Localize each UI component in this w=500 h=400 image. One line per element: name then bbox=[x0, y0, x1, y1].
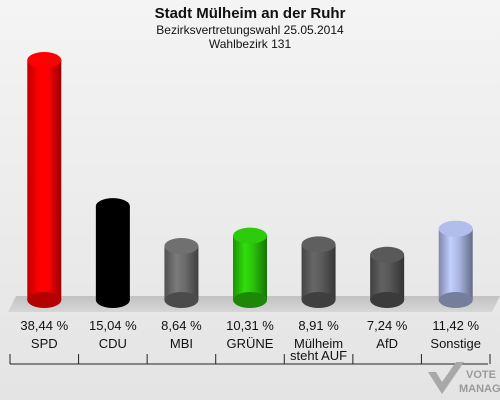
vote-manager-logo: VOTE MANAGER bbox=[428, 362, 500, 395]
bar-spd bbox=[27, 52, 62, 308]
bar-cdu bbox=[95, 198, 130, 308]
value-label: 8,64 % bbox=[161, 318, 202, 333]
category-label: MBI bbox=[170, 336, 193, 351]
bar-sonstige bbox=[438, 220, 473, 308]
value-label: 15,04 % bbox=[89, 318, 137, 333]
bars-group bbox=[27, 52, 473, 308]
value-label: 10,31 % bbox=[226, 318, 274, 333]
category-label: GRÜNE bbox=[227, 336, 274, 351]
category-label: steht AUF bbox=[290, 348, 347, 363]
category-label: SPD bbox=[31, 336, 58, 351]
value-label: 7,24 % bbox=[367, 318, 408, 333]
value-label: 38,44 % bbox=[20, 318, 68, 333]
category-label: CDU bbox=[99, 336, 127, 351]
labels-group: 38,44 % SPD 15,04 % CDU 8,64 % MBI 10,31 % GRÜN… bbox=[20, 318, 481, 363]
bar-grüne bbox=[233, 227, 267, 308]
bar-afd bbox=[370, 246, 405, 308]
value-label: 11,42 % bbox=[432, 318, 479, 333]
logo-text-manager: MANAGER bbox=[459, 383, 500, 395]
category-axis bbox=[9, 354, 491, 365]
category-label: Mülheim bbox=[294, 336, 343, 351]
chart-subtitle-line-1: Bezirksvertretungswahl 25.05.2014 bbox=[156, 23, 344, 37]
logo-text-vote: VOTE bbox=[466, 369, 496, 381]
bar-mülheim-steht-auf bbox=[301, 236, 336, 308]
category-label: Sonstige bbox=[430, 336, 481, 351]
chart-subtitle-line-2: Wahlbezirk 131 bbox=[209, 37, 292, 51]
category-label: AfD bbox=[376, 336, 398, 351]
checkmark-icon bbox=[428, 362, 464, 394]
bar-mbi bbox=[164, 238, 199, 308]
value-label: 8,91 % bbox=[298, 318, 339, 333]
chart-title: Stadt Mülheim an der Ruhr bbox=[155, 5, 346, 22]
